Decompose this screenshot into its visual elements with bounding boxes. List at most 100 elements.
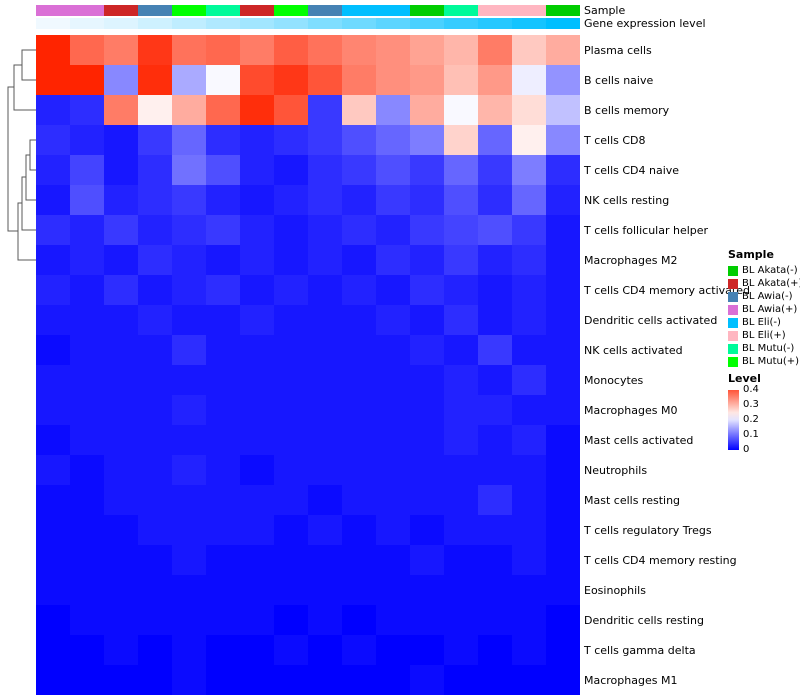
heatmap-cell: [478, 545, 512, 575]
row-label: NK cells activated: [584, 343, 683, 357]
heatmap-cell: [410, 215, 444, 245]
heatmap-cell: [172, 575, 206, 605]
heatmap-cell: [138, 365, 172, 395]
heatmap-cell: [36, 395, 70, 425]
heatmap-cell: [240, 635, 274, 665]
row-label: T cells CD4 memory resting: [584, 553, 737, 567]
expression-annotation-cell: [274, 18, 308, 29]
heatmap-cell: [444, 635, 478, 665]
heatmap-cell: [410, 455, 444, 485]
heatmap-cell: [444, 575, 478, 605]
expression-annotation-cell: [444, 18, 478, 29]
heatmap-cell: [478, 635, 512, 665]
heatmap-cell: [274, 275, 308, 305]
heatmap-cell: [206, 635, 240, 665]
row-dendrogram: [7, 49, 36, 261]
heatmap-cell: [36, 575, 70, 605]
heatmap-cell: [206, 365, 240, 395]
heatmap-cell: [36, 65, 70, 95]
heatmap-cell: [172, 365, 206, 395]
heatmap-cell: [546, 185, 580, 215]
heatmap-cell: [138, 245, 172, 275]
heatmap-cell: [478, 35, 512, 65]
heatmap-cell: [444, 215, 478, 245]
row-label: T cells CD4 memory activated: [584, 283, 750, 297]
row-label: Eosinophils: [584, 583, 646, 597]
heatmap-cell: [206, 245, 240, 275]
heatmap-cell: [478, 665, 512, 695]
heatmap-cell: [36, 245, 70, 275]
heatmap-cell: [308, 245, 342, 275]
heatmap-cell: [172, 335, 206, 365]
heatmap-cell: [70, 35, 104, 65]
row-label: Dendritic cells resting: [584, 613, 704, 627]
row-label: Mast cells activated: [584, 433, 694, 447]
sample-annotation-cell: [172, 5, 206, 16]
heatmap-cell: [206, 545, 240, 575]
expression-annotation-cell: [512, 18, 546, 29]
heatmap-cell: [240, 545, 274, 575]
heatmap-cell: [206, 575, 240, 605]
legend-item-label: BL Mutu(+): [742, 356, 800, 367]
heatmap-cell: [342, 635, 376, 665]
heatmap-cell: [138, 395, 172, 425]
heatmap-cell: [70, 635, 104, 665]
heatmap-cell: [478, 215, 512, 245]
heatmap-cell: [342, 515, 376, 545]
heatmap-cell: [444, 545, 478, 575]
heatmap-cell: [206, 605, 240, 635]
heatmap-cell: [308, 485, 342, 515]
heatmap-cell: [546, 665, 580, 695]
heatmap-cell: [342, 35, 376, 65]
heatmap-cell: [478, 95, 512, 125]
heatmap-cell: [104, 545, 138, 575]
heatmap-cell: [70, 605, 104, 635]
heatmap-cell: [70, 455, 104, 485]
heatmap-cell: [308, 305, 342, 335]
heatmap-cell: [512, 275, 546, 305]
heatmap-cell: [172, 155, 206, 185]
row-label: Macrophages M2: [584, 253, 678, 267]
heatmap-cell: [240, 155, 274, 185]
heatmap-cell: [104, 65, 138, 95]
row-label: T cells CD8: [584, 133, 646, 147]
heatmap-cell: [376, 215, 410, 245]
heatmap-cell: [444, 455, 478, 485]
heatmap-cell: [206, 395, 240, 425]
heatmap-cell: [512, 215, 546, 245]
heatmap-cell: [172, 65, 206, 95]
row-label: Macrophages M1: [584, 673, 678, 687]
legend-sample: Sample BL Akata(-) BL Akata(+) BL Awia(-) B…: [728, 248, 800, 368]
heatmap-cell: [308, 185, 342, 215]
heatmap-cell: [70, 515, 104, 545]
heatmap-cell: [138, 35, 172, 65]
row-label: T cells CD4 naive: [584, 163, 680, 177]
heatmap-cell: [512, 245, 546, 275]
expression-annotation-cell: [410, 18, 444, 29]
heatmap-cell: [308, 155, 342, 185]
heatmap-cell: [70, 395, 104, 425]
heatmap-cell: [104, 605, 138, 635]
heatmap-cell: [342, 395, 376, 425]
heatmap-cell: [376, 515, 410, 545]
heatmap-cell: [138, 665, 172, 695]
heatmap-cell: [138, 125, 172, 155]
heatmap-cell: [274, 635, 308, 665]
legend-level-tick: 0.4: [743, 384, 759, 395]
heatmap-cell: [342, 605, 376, 635]
heatmap-cell: [274, 185, 308, 215]
expression-annotation-cell: [206, 18, 240, 29]
expression-annotation-cell: [308, 18, 342, 29]
heatmap-cell: [342, 545, 376, 575]
heatmap-cell: [308, 275, 342, 305]
heatmap-cell: [274, 425, 308, 455]
legend-color-swatch: [728, 330, 738, 341]
heatmap-cell: [444, 125, 478, 155]
legend-sample-items: BL Akata(-) BL Akata(+) BL Awia(-) BL Awia(…: [728, 264, 800, 368]
heatmap-cell: [478, 275, 512, 305]
heatmap-cell: [512, 425, 546, 455]
heatmap-cell: [546, 425, 580, 455]
row-label: B cells memory: [584, 103, 670, 117]
heatmap-cell: [410, 65, 444, 95]
legend-level-title: Level: [728, 372, 761, 385]
